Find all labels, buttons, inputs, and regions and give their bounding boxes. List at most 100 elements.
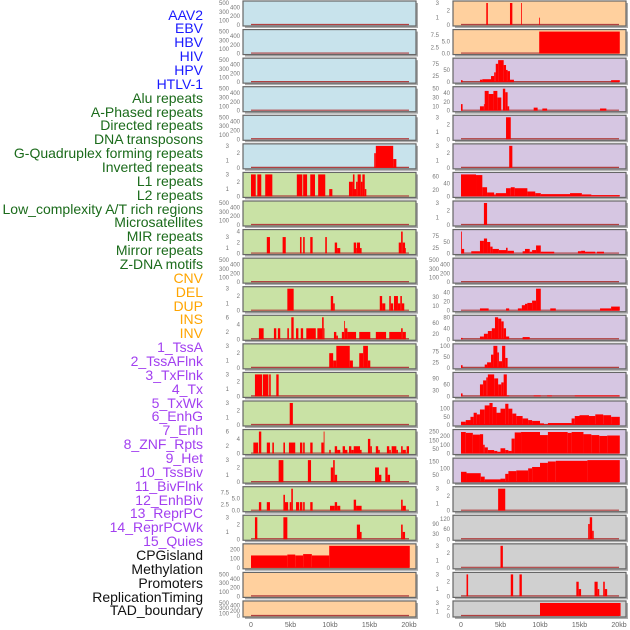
bar: [510, 574, 514, 597]
y-tick-label: 0: [447, 509, 451, 515]
y-tick-label: 50: [443, 68, 450, 74]
bar: [547, 461, 556, 483]
bar: [521, 305, 525, 311]
track-label: Mirror repeats: [115, 242, 203, 259]
bar: [498, 250, 507, 254]
bar: [493, 90, 498, 111]
y-tick-label: 200: [440, 434, 451, 440]
y-tick-label: 2.5: [221, 503, 230, 509]
y-tick-label: 2: [237, 180, 241, 186]
bar: [289, 502, 292, 511]
y-tick-label: 500: [429, 258, 440, 264]
y-tick-label: 200: [230, 71, 241, 77]
bar: [487, 192, 495, 197]
bar: [396, 449, 398, 454]
bar: [484, 479, 501, 483]
y-tick-label: 100: [219, 590, 230, 596]
bar: [323, 431, 325, 454]
bar: [352, 174, 355, 197]
y-tick-label: 500: [219, 201, 230, 207]
bar: [483, 238, 488, 254]
panel-background: [452, 514, 627, 541]
y-tick-label: 3: [436, 572, 440, 578]
bar: [574, 395, 620, 397]
track-panel-right: 0.02.55.07.5: [431, 28, 628, 58]
y-tick-label: 6: [226, 430, 230, 436]
y-tick-label: 100: [440, 407, 451, 413]
bar: [486, 377, 488, 397]
bar: [476, 414, 480, 425]
y-tick-label: 200: [230, 547, 241, 553]
bar: [471, 251, 480, 254]
bar: [357, 174, 361, 197]
bar: [336, 335, 338, 340]
bar: [345, 328, 348, 340]
track-label: TAD_boundary: [109, 602, 203, 619]
bar: [262, 374, 269, 397]
track-label: 9_Het: [165, 450, 203, 467]
bar: [547, 431, 568, 454]
bar: [353, 242, 357, 254]
bar: [461, 365, 463, 368]
panel-background: [452, 486, 627, 513]
y-tick-label: 0: [237, 366, 241, 372]
bar: [498, 488, 506, 511]
bar: [337, 449, 341, 454]
bar: [479, 434, 484, 454]
y-tick-label: 1: [436, 130, 440, 136]
bar: [356, 248, 357, 254]
bar: [323, 328, 325, 340]
bar: [375, 446, 379, 454]
bar: [484, 364, 488, 368]
bar: [578, 589, 582, 597]
panel-background: [242, 28, 417, 56]
panel-background: [242, 371, 417, 399]
y-tick-label: 100: [219, 19, 230, 25]
bar: [483, 333, 488, 340]
track-panel-right: 0 25 50 75: [432, 57, 628, 86]
bar: [505, 450, 509, 454]
bar: [603, 581, 605, 597]
bar: [505, 473, 509, 483]
y-tick-label: 0: [237, 480, 241, 486]
track-panel-left: 0 2 4 6: [226, 314, 418, 343]
bar: [466, 473, 481, 483]
bar: [540, 251, 555, 254]
bar: [570, 193, 582, 197]
bar: [289, 402, 293, 425]
y-tick-label: 200: [230, 14, 241, 20]
y-tick-label: 1: [436, 501, 440, 507]
bar: [588, 416, 596, 425]
bar: [574, 416, 580, 425]
y-tick-label: 20: [443, 100, 450, 106]
y-tick-label: 0: [237, 566, 241, 572]
bar: [266, 442, 270, 454]
bar: [257, 174, 262, 197]
panel-background: [242, 114, 417, 141]
y-tick-label: 0: [447, 423, 451, 429]
track-panel-left: 0 1 2 3: [226, 400, 418, 429]
y-tick-label: 75: [432, 349, 439, 355]
x-tick-label: 20kb: [611, 622, 626, 629]
bar: [484, 405, 490, 425]
y-tick-label: 500: [219, 258, 230, 264]
bar: [505, 403, 509, 425]
bar: [514, 188, 528, 197]
bar: [284, 502, 289, 511]
y-tick-label: 400: [230, 205, 241, 211]
track-panel-right: 0 1 2 3: [436, 543, 628, 572]
y-tick-label: 0: [237, 594, 241, 600]
y-tick-label: 200: [230, 586, 241, 592]
y-tick-label: 1: [436, 16, 440, 22]
bar: [325, 237, 327, 254]
y-tick-label: 150: [429, 459, 440, 465]
bar: [494, 72, 496, 83]
x-tick-label: 20kb: [401, 622, 416, 629]
bar: [527, 302, 533, 311]
bar: [461, 174, 477, 197]
y-tick-label: 60: [432, 175, 439, 181]
